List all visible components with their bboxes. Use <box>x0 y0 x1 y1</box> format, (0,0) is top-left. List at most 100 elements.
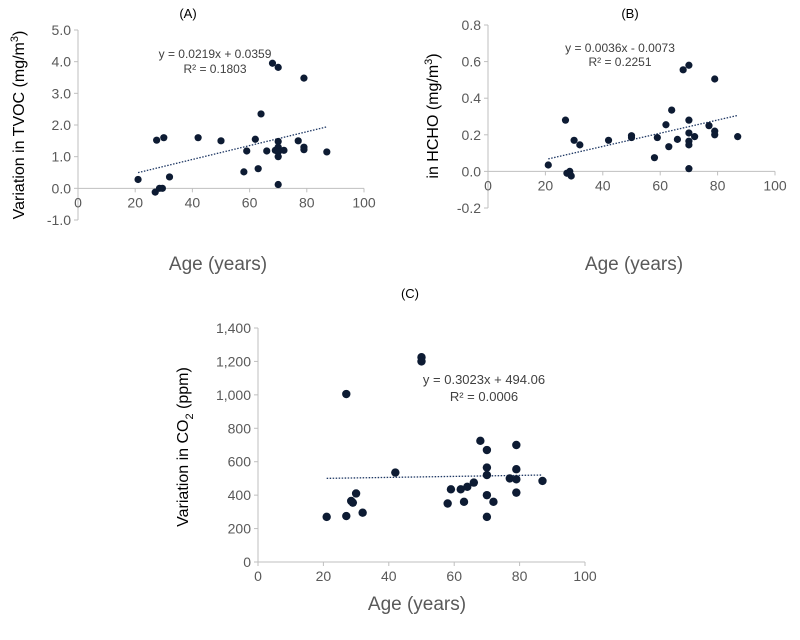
data-point <box>446 485 456 494</box>
data-point <box>476 436 485 446</box>
y-axis-label: in HCHO (mg/m3) <box>423 53 442 178</box>
x-tick-label: 0 <box>254 568 262 584</box>
data-point <box>280 146 288 154</box>
data-point <box>463 482 472 491</box>
data-point <box>274 153 282 161</box>
y-tick-label: 3.0 <box>52 85 72 101</box>
y-axis-label: Variation in TVOC (mg/m3) <box>9 31 28 220</box>
data-point <box>685 61 693 69</box>
data-point <box>417 357 426 366</box>
data-point <box>685 129 693 137</box>
data-point <box>489 497 498 507</box>
y-tick-label: 5.0 <box>52 22 72 38</box>
data-point <box>351 489 361 498</box>
y-tick-label: 4.0 <box>52 54 72 70</box>
data-point <box>153 136 161 144</box>
data-point <box>263 147 271 155</box>
x-tick-label: 80 <box>710 177 726 193</box>
y-tick-label: 800 <box>228 420 252 436</box>
data-point <box>538 476 547 486</box>
data-point <box>561 116 570 124</box>
data-point <box>567 172 575 180</box>
data-point <box>257 110 265 118</box>
data-point <box>274 137 282 146</box>
x-tick-label: 40 <box>185 194 201 210</box>
data-point <box>544 161 552 169</box>
trendline-equation: y = 0.0219x + 0.0359 <box>159 47 272 61</box>
x-tick-label: 80 <box>512 568 528 584</box>
x-tick-label: 100 <box>352 194 376 210</box>
data-point <box>685 141 693 149</box>
data-point <box>342 511 351 521</box>
x-tick-label: 20 <box>538 177 554 193</box>
data-point <box>665 143 673 151</box>
data-point <box>300 146 308 154</box>
panel-label: (C) <box>401 286 419 301</box>
data-point <box>668 106 676 114</box>
data-point <box>459 497 469 507</box>
panel-label: (B) <box>621 6 638 21</box>
data-point <box>705 122 713 130</box>
data-point <box>512 465 521 474</box>
trendline <box>548 114 738 160</box>
data-point <box>482 512 492 522</box>
data-point <box>274 63 282 71</box>
data-point <box>165 173 174 181</box>
data-point <box>443 499 452 508</box>
x-tick-label: 60 <box>242 194 258 210</box>
x-tick-label: 20 <box>316 568 332 584</box>
x-tick-label: 60 <box>652 177 668 193</box>
data-point <box>685 116 693 124</box>
y-tick-label: 400 <box>228 487 252 503</box>
data-point <box>627 133 636 142</box>
data-point <box>300 74 308 82</box>
data-point <box>691 133 699 141</box>
y-tick-label: 0.6 <box>462 54 482 70</box>
y-tick-label: 0.4 <box>462 90 482 106</box>
trendline-r2: R² = 0.1803 <box>183 62 246 76</box>
data-point <box>456 485 465 494</box>
y-tick-label: -1.0 <box>47 212 71 228</box>
data-point <box>673 135 682 143</box>
data-point <box>274 180 282 189</box>
panel-label: (A) <box>179 6 196 21</box>
y-tick-label: 1,400 <box>216 320 251 336</box>
trendline-equation: y = 0.0036x - 0.0073 <box>565 41 675 55</box>
x-tick-label: 0 <box>74 194 82 210</box>
data-point <box>134 175 142 184</box>
y-tick-label: 0.2 <box>462 127 482 143</box>
y-tick-label: 0 <box>243 554 251 570</box>
data-point <box>604 136 613 144</box>
x-tick-label: 20 <box>127 194 143 210</box>
data-point <box>512 488 521 497</box>
x-tick-label: 0 <box>484 177 492 193</box>
trendline <box>137 126 327 174</box>
data-point <box>342 389 351 399</box>
data-point <box>391 468 400 477</box>
y-axis-label: Variation in CO2 (ppm) <box>175 367 196 527</box>
y-tick-label: 1,000 <box>216 387 251 403</box>
data-point <box>576 141 584 149</box>
y-tick-label: 1,200 <box>216 353 251 369</box>
data-point <box>734 133 742 141</box>
data-point <box>251 135 259 143</box>
data-point <box>268 59 277 67</box>
data-point <box>482 490 492 500</box>
data-point <box>662 121 670 129</box>
data-point <box>482 445 492 455</box>
trendline-equation: y = 0.3023x + 494.06 <box>423 372 545 387</box>
data-point <box>160 134 168 142</box>
x-tick-label: 60 <box>446 568 462 584</box>
data-point <box>685 165 693 173</box>
trendline-r2: R² = 0.0006 <box>450 389 518 404</box>
data-point <box>254 165 262 173</box>
x-tick-label: 40 <box>381 568 397 584</box>
data-point <box>653 133 661 142</box>
data-point <box>217 137 225 145</box>
data-point <box>650 154 659 162</box>
y-tick-label: 0.0 <box>462 163 482 179</box>
data-point <box>482 463 492 472</box>
data-point <box>348 498 358 507</box>
data-point <box>512 475 521 484</box>
